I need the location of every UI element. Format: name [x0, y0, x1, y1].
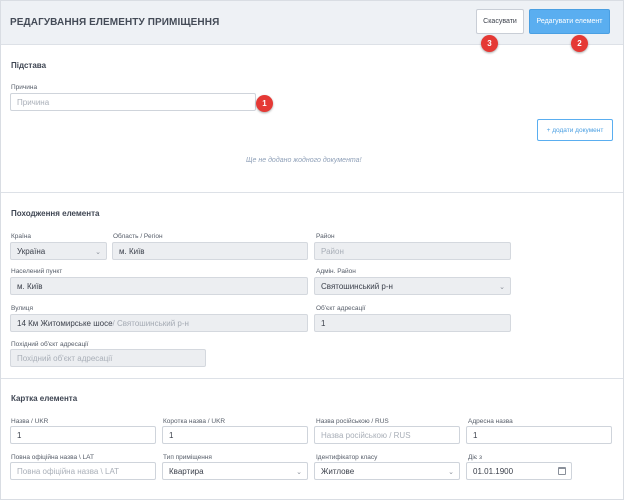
section-divider: [1, 192, 623, 193]
rus-name-input[interactable]: Назва російською / RUS: [314, 426, 460, 444]
lat-name-input[interactable]: Повна офіційна назва \ LAT: [10, 462, 156, 480]
class-id-select[interactable]: Житлове ⌄: [314, 462, 460, 480]
cancel-button[interactable]: Скасувати: [476, 9, 524, 34]
lat-name-label: Повна офіційна назва \ LAT: [11, 454, 94, 461]
name-ukr-label: Назва / UKR: [11, 418, 49, 425]
class-id-label: Ідентифікатор класу: [316, 454, 378, 461]
addr-object-field[interactable]: 1: [314, 314, 511, 332]
rus-name-label: Назва російською / RUS: [316, 418, 389, 425]
adm-district-select[interactable]: Святошинський р-н ⌄: [314, 277, 511, 295]
street-district-suffix: / Святошинський р-н: [112, 318, 189, 328]
room-type-select[interactable]: Квартира ⌄: [162, 462, 308, 480]
section-title-basis: Підстава: [11, 61, 47, 70]
country-label: Країна: [11, 233, 32, 240]
empty-documents-message: Ще не додано жодного документа!: [246, 157, 362, 164]
region-label: Область / Регіон: [113, 233, 163, 240]
marker-badge-3: 3: [481, 35, 498, 52]
section-title-card: Картка елемента: [11, 394, 78, 403]
region-value: м. Київ: [119, 246, 145, 256]
address-name-input[interactable]: 1: [466, 426, 612, 444]
rus-name-placeholder: Назва російською / RUS: [321, 430, 411, 440]
valid-from-value: 01.01.1900: [473, 466, 514, 476]
edit-element-button[interactable]: Редагувати елемент: [529, 9, 610, 34]
short-name-label: Коротка назва / UKR: [163, 418, 226, 425]
reason-input[interactable]: Причина: [10, 93, 256, 111]
reason-label: Причина: [11, 84, 38, 91]
district-placeholder: Район: [321, 246, 344, 256]
section-title-origin: Походження елемента: [11, 209, 100, 218]
district-field[interactable]: Район: [314, 242, 511, 260]
add-document-button[interactable]: + додати документ: [537, 119, 613, 141]
derived-addr-placeholder: Похідний об'єкт адресації: [17, 353, 113, 363]
room-type-value: Квартира: [169, 466, 204, 476]
class-id-value: Житлове: [321, 466, 355, 476]
country-select[interactable]: Україна ⌄: [10, 242, 107, 260]
marker-badge-2: 2: [571, 35, 588, 52]
settlement-value: м. Київ: [17, 281, 43, 291]
street-label: Вулиця: [11, 305, 34, 312]
calendar-icon[interactable]: [558, 467, 566, 475]
adm-district-value: Святошинський р-н: [321, 281, 393, 291]
country-value: Україна: [17, 246, 46, 256]
short-name-value: 1: [169, 430, 174, 440]
reason-placeholder: Причина: [17, 97, 50, 107]
chevron-down-icon: ⌄: [95, 249, 101, 256]
lat-name-placeholder: Повна офіційна назва \ LAT: [17, 466, 120, 476]
valid-from-datepicker[interactable]: 01.01.1900: [466, 462, 572, 480]
marker-badge-1: 1: [256, 95, 273, 112]
addr-object-label: Об'єкт адресації: [316, 305, 366, 312]
short-name-input[interactable]: 1: [162, 426, 308, 444]
name-ukr-value: 1: [17, 430, 22, 440]
district-label: Район: [316, 233, 335, 240]
addr-object-value: 1: [321, 318, 326, 328]
street-field[interactable]: 14 Км Житомирське шосе / Святошинський р…: [10, 314, 308, 332]
page-title: РЕДАГУВАННЯ ЕЛЕМЕНТУ ПРИМІЩЕННЯ: [10, 17, 220, 28]
adm-district-label: Адмін. Район: [316, 268, 356, 275]
room-type-label: Тип приміщення: [163, 454, 212, 461]
derived-addr-field[interactable]: Похідний об'єкт адресації: [10, 349, 206, 367]
valid-from-label: Діє з: [468, 454, 482, 461]
chevron-down-icon: ⌄: [296, 469, 302, 476]
settlement-label: Населений пункт: [11, 268, 63, 275]
address-name-value: 1: [473, 430, 478, 440]
street-value: 14 Км Житомирське шосе: [17, 318, 113, 328]
chevron-down-icon: ⌄: [448, 469, 454, 476]
chevron-down-icon: ⌄: [499, 284, 505, 291]
region-field[interactable]: м. Київ: [112, 242, 308, 260]
derived-addr-label: Похідний об'єкт адресації: [11, 341, 89, 348]
section-divider: [1, 378, 623, 379]
settlement-field[interactable]: м. Київ: [10, 277, 308, 295]
name-ukr-input[interactable]: 1: [10, 426, 156, 444]
address-name-label: Адресна назва: [468, 418, 513, 425]
